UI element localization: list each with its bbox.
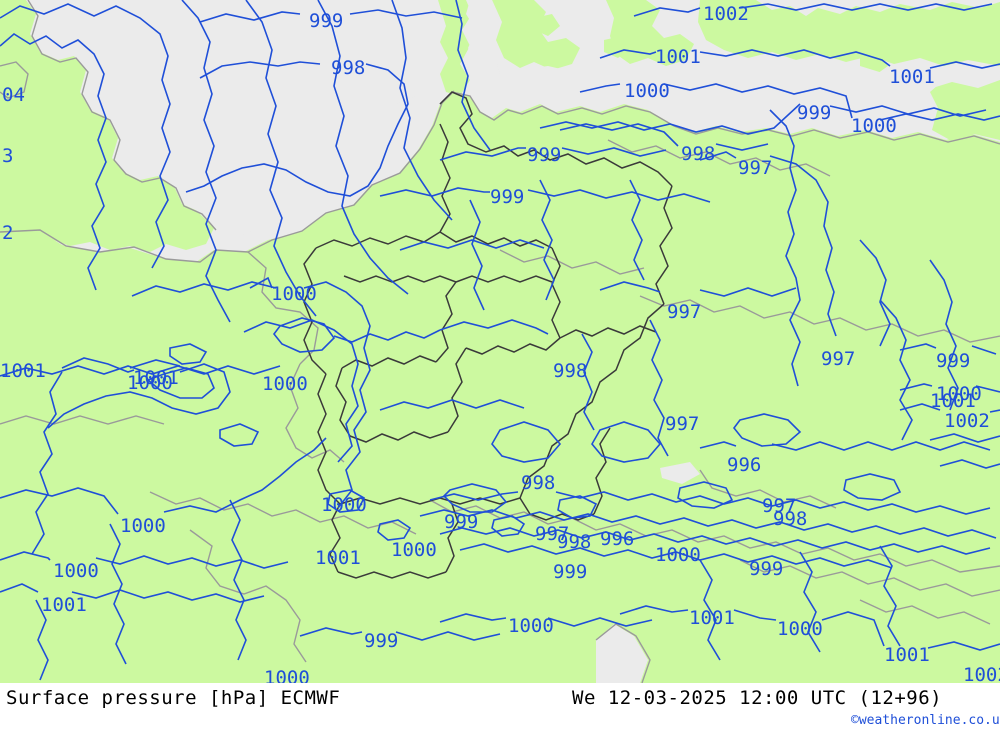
footer-title: Surface pressure [hPa] ECMWF [6,687,341,709]
isobar-label: 997 [667,301,702,323]
isobar-label: 999 [490,186,525,208]
isobar-label: 1000 [655,544,701,566]
land-scandinavia-south [492,0,580,70]
isobar-label: 1001 [0,360,46,382]
isobar-label: 999 [364,630,399,652]
isobar-label: 996 [727,454,762,476]
isobar-label: 997 [665,413,700,435]
isobar-label: 1000 [271,283,317,305]
sea-lake-a [660,462,700,484]
isobar-label: 997 [821,348,856,370]
isobar-label: 1000 [624,80,670,102]
isobar-label: 1001 [889,66,935,88]
isobar-label: 999 [797,102,832,124]
isobar-label: 999 [527,144,562,166]
isobar-label: 1000 [321,494,367,516]
island-fyn [534,14,560,36]
sea-baltic [496,60,1000,104]
isobar-label: 998 [521,472,556,494]
isobar-label: 04 [2,84,25,106]
isobar-label: 1001 [133,367,179,389]
isobar-label: 999 [749,558,784,580]
isobar-label: 2 [2,222,14,244]
isobar-label: 1000 [120,515,166,537]
land-baltic-isles [698,0,1000,66]
isobar-label: 999 [936,350,971,372]
isobar-label: 1002 [703,3,749,25]
pressure-contour-map: .land{fill:#ccf9a0;stroke:none} .sea{fil… [0,0,1000,683]
sea-inlets-layer [196,0,1000,683]
isobar-label: 1000 [851,115,897,137]
land-layer [0,0,1000,683]
isobar-label: 1000 [264,667,310,684]
isobar-label: 997 [535,523,570,545]
isobar-label: 1001 [315,547,361,569]
footer-valid-time: We 12-03-2025 12:00 UTC (12+96) [572,687,943,709]
isobar-label: 3 [2,145,14,167]
island-a [676,166,706,190]
isobar-label: 1001 [930,390,976,412]
sea-adriatic [596,624,648,683]
land-britain [0,0,214,252]
isobar-label: 999 [444,511,479,533]
isobar-label: 999 [553,561,588,583]
isobar-label: 1000 [391,539,437,561]
isobar-label: 1001 [655,46,701,68]
isobar-label: 1001 [884,644,930,666]
footer-copyright: ©weatheronline.co.uk [851,713,1000,728]
isobar-label: 996 [600,528,635,550]
land-ireland-fragment [0,62,26,96]
isobar-label: 1001 [41,594,87,616]
isobar-label: 997 [762,495,797,517]
map-footer: Surface pressure [hPa] ECMWF We 12-03-20… [0,683,1000,733]
isobar-label: 1000 [777,618,823,640]
isobar-label: 1001 [689,607,735,629]
isobar-label: 998 [681,143,716,165]
national-borders-layer [0,0,1000,683]
land-baltic-east [930,72,1000,140]
isobar-label: 1000 [508,615,554,637]
isobar-label: 1000 [262,373,308,395]
sea-kattegat [466,0,502,72]
isobar-label: 998 [773,508,808,530]
island-c [604,36,630,58]
isobar-label: 998 [331,57,366,79]
land-continental [0,92,1000,683]
isobar-label: 1000 [53,560,99,582]
land-denmark [438,0,472,96]
sea-north-sea [196,96,426,236]
isobar-label: 997 [738,157,773,179]
isobar-label: 1000 [936,383,982,405]
isobar-label: 1002 [963,664,1000,684]
isobar-label: 998 [557,531,592,553]
isobar-label: 1000 [127,372,173,394]
isobar-label: 999 [309,10,344,32]
isobar-label: 1002 [944,410,990,432]
internal-borders-layer [303,91,673,579]
isobar-label: 998 [553,360,588,382]
isobars-layer [0,0,1000,681]
